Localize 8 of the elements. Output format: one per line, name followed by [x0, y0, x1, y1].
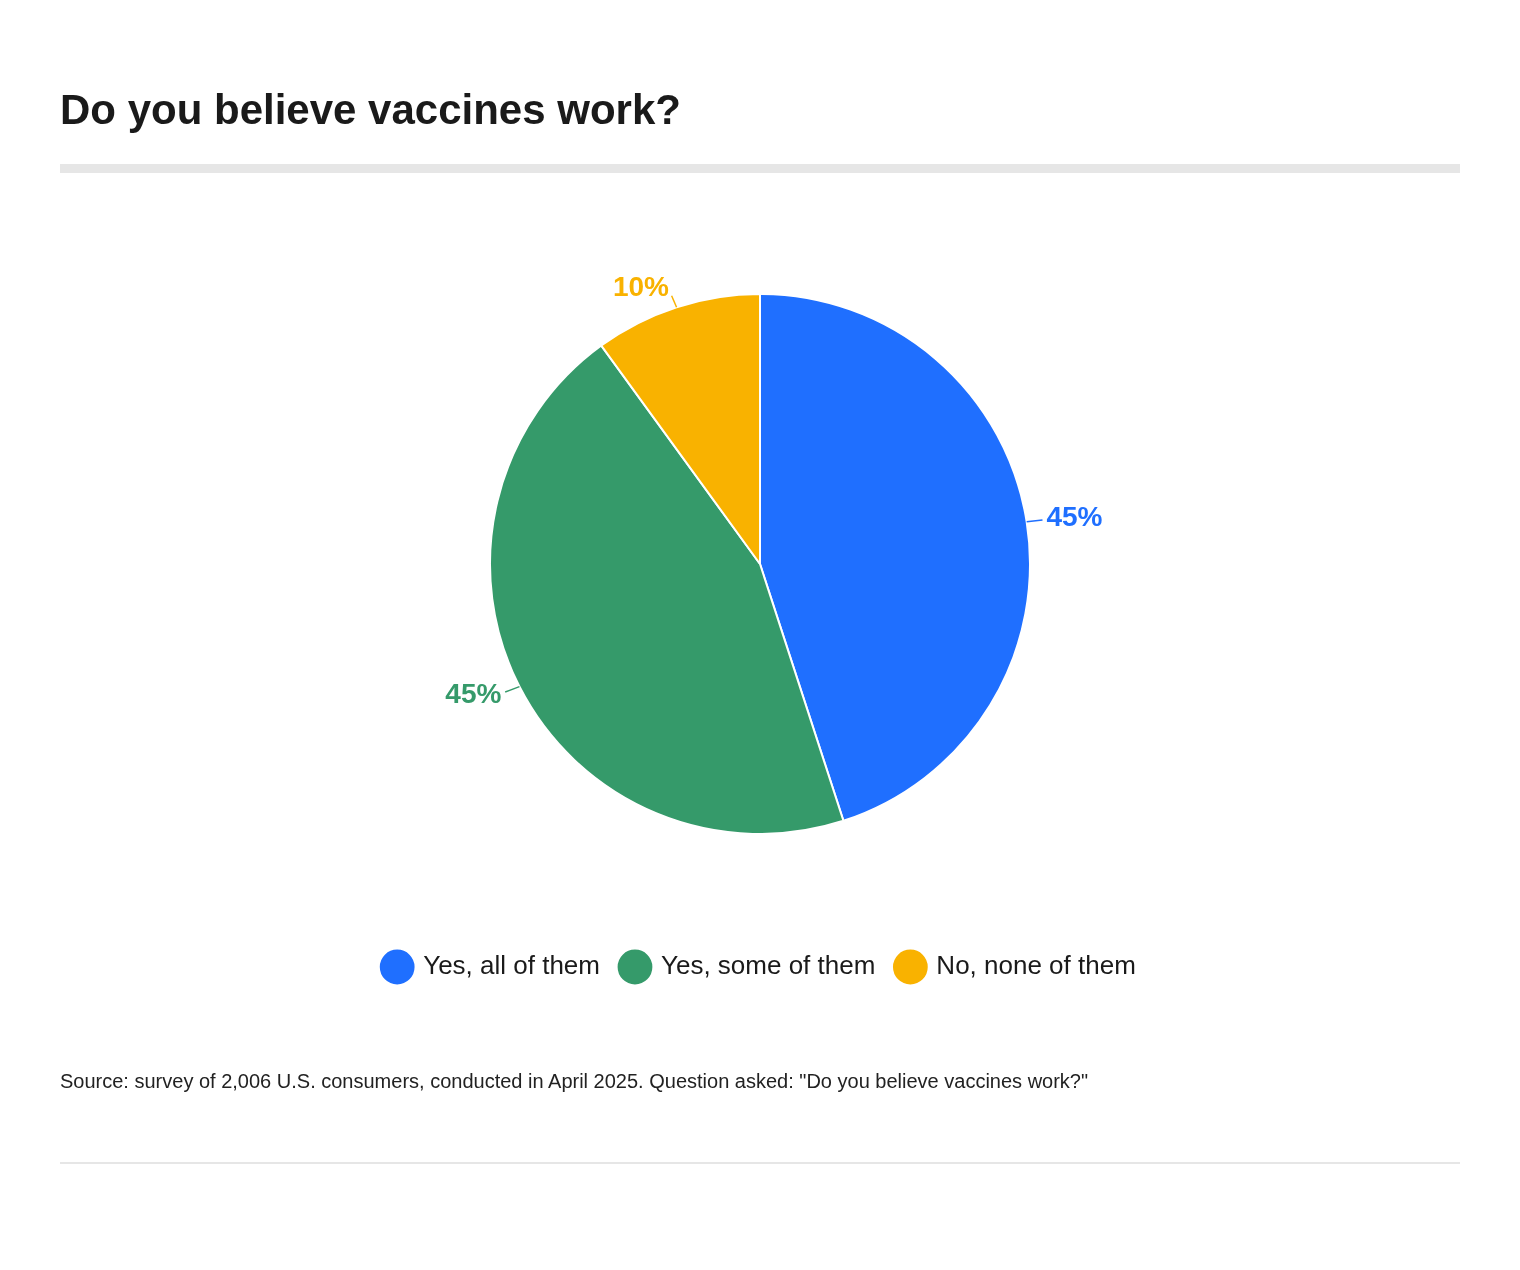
data-label: 10%: [612, 270, 670, 302]
chart-title: Do you believe vaccines work?: [60, 86, 681, 134]
legend-label: Yes, all of them: [423, 950, 600, 981]
source-note: Source: survey of 2,006 U.S. consumers, conducted in April 2025. Question asked: "Do you believe vaccines work?": [60, 1070, 1089, 1093]
data-label: 45%: [1046, 501, 1103, 533]
legend-label: No, none of them: [936, 950, 1136, 981]
data-label: 45%: [445, 678, 502, 710]
legend-label: Yes, some of them: [660, 950, 876, 981]
